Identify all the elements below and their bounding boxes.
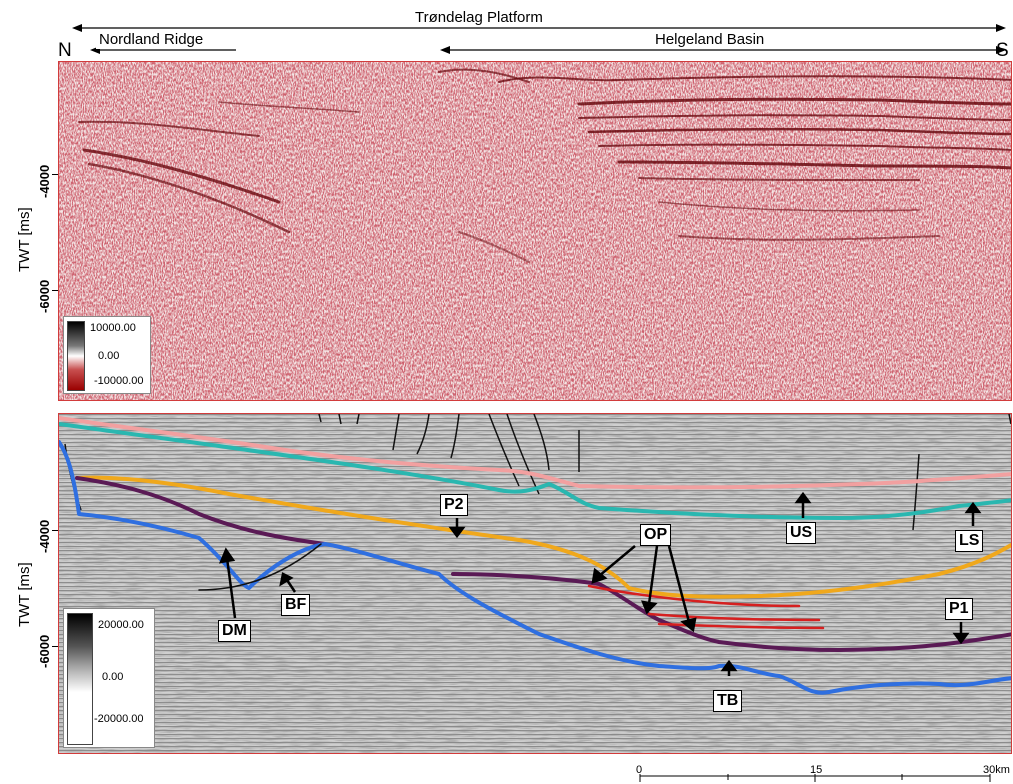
top-colorbar-legend: 10000.00 0.00 -10000.00	[63, 316, 151, 394]
interpreted-seismic-panel: P2 OP US LS DM BF P1 TB 20000.00 0.00 -2…	[58, 413, 1012, 754]
seismic-amplitude-panel: 10000.00 0.00 -10000.00	[58, 61, 1012, 401]
top-tick-mark	[52, 290, 58, 291]
bottom-legend-min: -20000.00	[94, 713, 144, 725]
top-axis-title: TWT [ms]	[16, 207, 33, 272]
scale-bar	[639, 774, 991, 782]
bottom-axis-title: TWT [ms]	[16, 562, 33, 627]
bottom-tick-mark	[52, 646, 58, 647]
bottom-legend-mid: 0.00	[102, 671, 124, 683]
label-bf: BF	[281, 594, 311, 616]
top-legend-max: 10000.00	[90, 322, 136, 334]
top-tick-6000: -6000	[37, 279, 52, 313]
scale-label-15: 15	[810, 764, 823, 776]
top-tick-mark	[52, 174, 58, 175]
nordland-ridge-label: Nordland Ridge	[96, 31, 207, 49]
interpreted-seismic-image	[59, 414, 1011, 753]
label-tb: TB	[713, 690, 743, 712]
top-colorbar	[67, 321, 85, 391]
bottom-tick-mark	[52, 530, 58, 531]
label-p2: P2	[440, 494, 468, 516]
north-label: N	[58, 40, 72, 61]
label-p1: P1	[945, 598, 973, 620]
scale-label-0: 0	[636, 764, 643, 776]
bottom-colorbar-legend: 20000.00 0.00 -20000.00	[63, 608, 155, 748]
scale-label-30km: 30km	[983, 764, 1010, 776]
bottom-colorbar	[67, 613, 93, 745]
bottom-tick-4000: -4000	[37, 519, 52, 553]
label-op: OP	[640, 524, 672, 546]
top-legend-min: -10000.00	[94, 375, 144, 387]
helgeland-basin-label: Helgeland Basin	[652, 31, 768, 49]
trondelag-platform-label: Trøndelag Platform	[412, 9, 546, 27]
label-us: US	[786, 522, 817, 544]
bottom-legend-max: 20000.00	[98, 619, 144, 631]
label-dm: DM	[218, 620, 251, 642]
south-label: S	[996, 40, 1009, 61]
bottom-tick-6000: -6000	[37, 634, 52, 668]
top-tick-4000: -4000	[37, 164, 52, 198]
top-legend-mid: 0.00	[98, 350, 120, 362]
label-ls: LS	[955, 530, 984, 552]
seismic-amplitude-image	[59, 62, 1011, 400]
